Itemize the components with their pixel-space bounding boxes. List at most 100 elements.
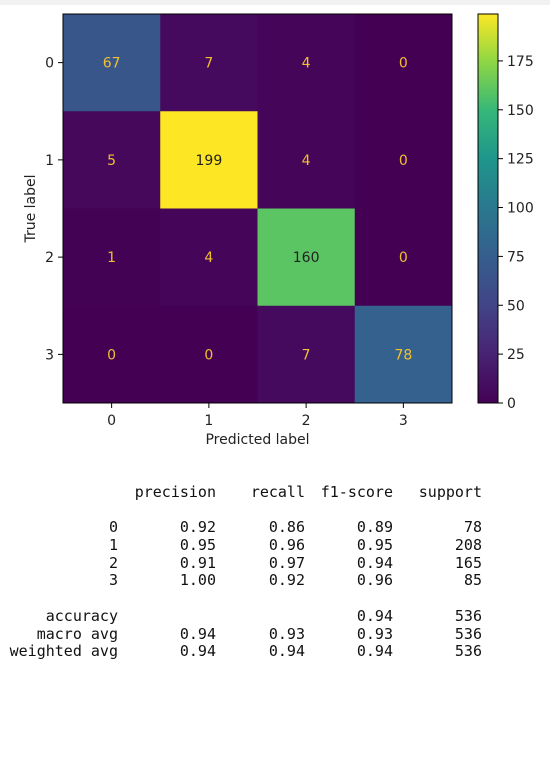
x-tick-label: 2 [302, 413, 311, 429]
confusion-matrix-figure: 67 7 4 0 5 199 4 0 1 4 160 0 0 0 7 78 0 1 2 3 0 1 2 3 Predict… [23, 13, 534, 448]
cell-value-label: 199 [196, 153, 223, 169]
x-axis-ticks: 0 1 2 3 [107, 403, 408, 429]
support-value: 165 [454, 553, 482, 572]
class-label: 3 [108, 571, 118, 590]
classification-report: precision recall f1-score support 0 0.92… [0, 483, 550, 661]
matrix-cell [160, 305, 258, 404]
recall-value: 0.86 [268, 518, 305, 537]
f1-value: 0.94 [356, 553, 393, 572]
recall-value: 0.96 [268, 536, 305, 555]
matrix-cell [354, 14, 453, 112]
class-label: 2 [108, 553, 118, 572]
matrix-cell [257, 208, 356, 307]
cell-labels: 67 7 4 0 5 199 4 0 1 4 160 0 0 0 7 78 [103, 56, 413, 364]
weighted-f1-value: 0.94 [356, 642, 393, 661]
precision-value: 0.95 [179, 536, 216, 555]
top-divider [0, 0, 550, 5]
colorbar-tick-label: 125 [507, 152, 534, 168]
colorbar-tick-label: 100 [507, 201, 534, 217]
matrix-cell [160, 111, 258, 209]
matrix-cell [63, 111, 161, 209]
colorbar-tick-label: 0 [507, 396, 516, 412]
report-row-macro-avg: macro avg 0.94 0.93 0.93 536 [0, 624, 550, 644]
cell-value-label: 67 [103, 56, 121, 72]
matrix-cell [354, 111, 453, 209]
precision-value: 1.00 [179, 571, 216, 590]
header-precision: precision [134, 483, 216, 501]
report-row-accuracy: accuracy 0.94 536 [0, 606, 550, 626]
matrix-cell [257, 111, 356, 209]
f1-value: 0.89 [356, 518, 393, 537]
report-spacer [0, 590, 550, 608]
macro-precision-value: 0.94 [179, 624, 216, 643]
colorbar-tick-label: 50 [507, 298, 525, 314]
cell-value-label: 1 [107, 250, 116, 266]
cell-value-label: 160 [293, 250, 320, 266]
report-row-class-3: 3 1.00 0.92 0.96 85 [0, 572, 550, 590]
f1-value: 0.96 [356, 571, 393, 590]
cell-value-label: 7 [302, 347, 311, 363]
x-tick-label: 1 [204, 413, 213, 429]
header-support: support [418, 483, 482, 501]
matrix-cell [257, 14, 356, 112]
cell-value-label: 4 [204, 250, 213, 266]
support-value: 85 [463, 571, 482, 590]
x-tick-label: 3 [399, 413, 408, 429]
y-tick-label: 0 [45, 56, 54, 72]
report-row-class-0: 0 0.92 0.86 0.89 78 [0, 519, 550, 537]
class-label: 0 [108, 518, 118, 537]
colorbar-tick-label: 25 [507, 347, 525, 363]
cell-value-label: 7 [204, 56, 213, 72]
accuracy-support-value: 536 [454, 606, 482, 625]
matrix-cell [257, 305, 356, 404]
colorbar-tick-label: 150 [507, 103, 534, 119]
colorbar-tick-label: 175 [507, 54, 534, 70]
support-value: 208 [454, 536, 482, 555]
y-tick-label: 2 [45, 250, 54, 266]
report-row-class-1: 1 0.95 0.96 0.95 208 [0, 536, 550, 555]
matrix-cell [354, 208, 453, 307]
y-axis-ticks: 0 1 2 3 [45, 56, 63, 363]
precision-value: 0.92 [179, 518, 216, 537]
matrix-cells [63, 14, 453, 404]
macro-avg-label: macro avg [36, 624, 118, 643]
cell-value-label: 4 [302, 56, 311, 72]
weighted-support-value: 536 [454, 642, 482, 661]
x-axis-label: Predicted label [205, 432, 309, 448]
cell-value-label: 5 [107, 153, 116, 169]
x-tick-label: 0 [107, 413, 116, 429]
weighted-avg-label: weighted avg [9, 642, 118, 661]
precision-value: 0.91 [179, 553, 216, 572]
matrix-cell [63, 14, 161, 112]
cell-value-label: 4 [302, 153, 311, 169]
header-f1-score: f1-score [320, 483, 393, 501]
recall-value: 0.97 [268, 553, 305, 572]
macro-f1-value: 0.93 [356, 624, 393, 643]
weighted-precision-value: 0.94 [179, 642, 216, 661]
y-tick-label: 3 [45, 347, 54, 363]
cell-value-label: 78 [394, 347, 412, 363]
macro-support-value: 536 [454, 624, 482, 643]
matrix-cell [160, 208, 258, 307]
colorbar-tick-label: 75 [507, 249, 525, 265]
accuracy-f1-value: 0.94 [356, 606, 393, 625]
support-value: 78 [463, 518, 482, 537]
matrix-cell [354, 305, 453, 404]
matrix-cell [63, 208, 161, 307]
class-label: 1 [108, 536, 118, 555]
matrix-cell [160, 14, 258, 112]
cell-value-label: 0 [107, 347, 116, 363]
recall-value: 0.92 [268, 571, 305, 590]
y-tick-label: 1 [45, 153, 54, 169]
matrix-cell [63, 305, 161, 404]
report-row-class-2: 2 0.91 0.97 0.94 165 [0, 553, 550, 573]
cell-value-label: 0 [204, 347, 213, 363]
weighted-recall-value: 0.94 [268, 642, 305, 661]
cell-value-label: 0 [399, 250, 408, 266]
accuracy-label: accuracy [45, 606, 118, 625]
macro-recall-value: 0.93 [268, 624, 305, 643]
header-recall: recall [250, 483, 305, 501]
report-row-weighted-avg: weighted avg 0.94 0.94 0.94 536 [0, 642, 550, 661]
cell-value-label: 0 [399, 153, 408, 169]
colorbar-ticks: 0 25 50 75 100 125 150 175 [498, 54, 534, 412]
